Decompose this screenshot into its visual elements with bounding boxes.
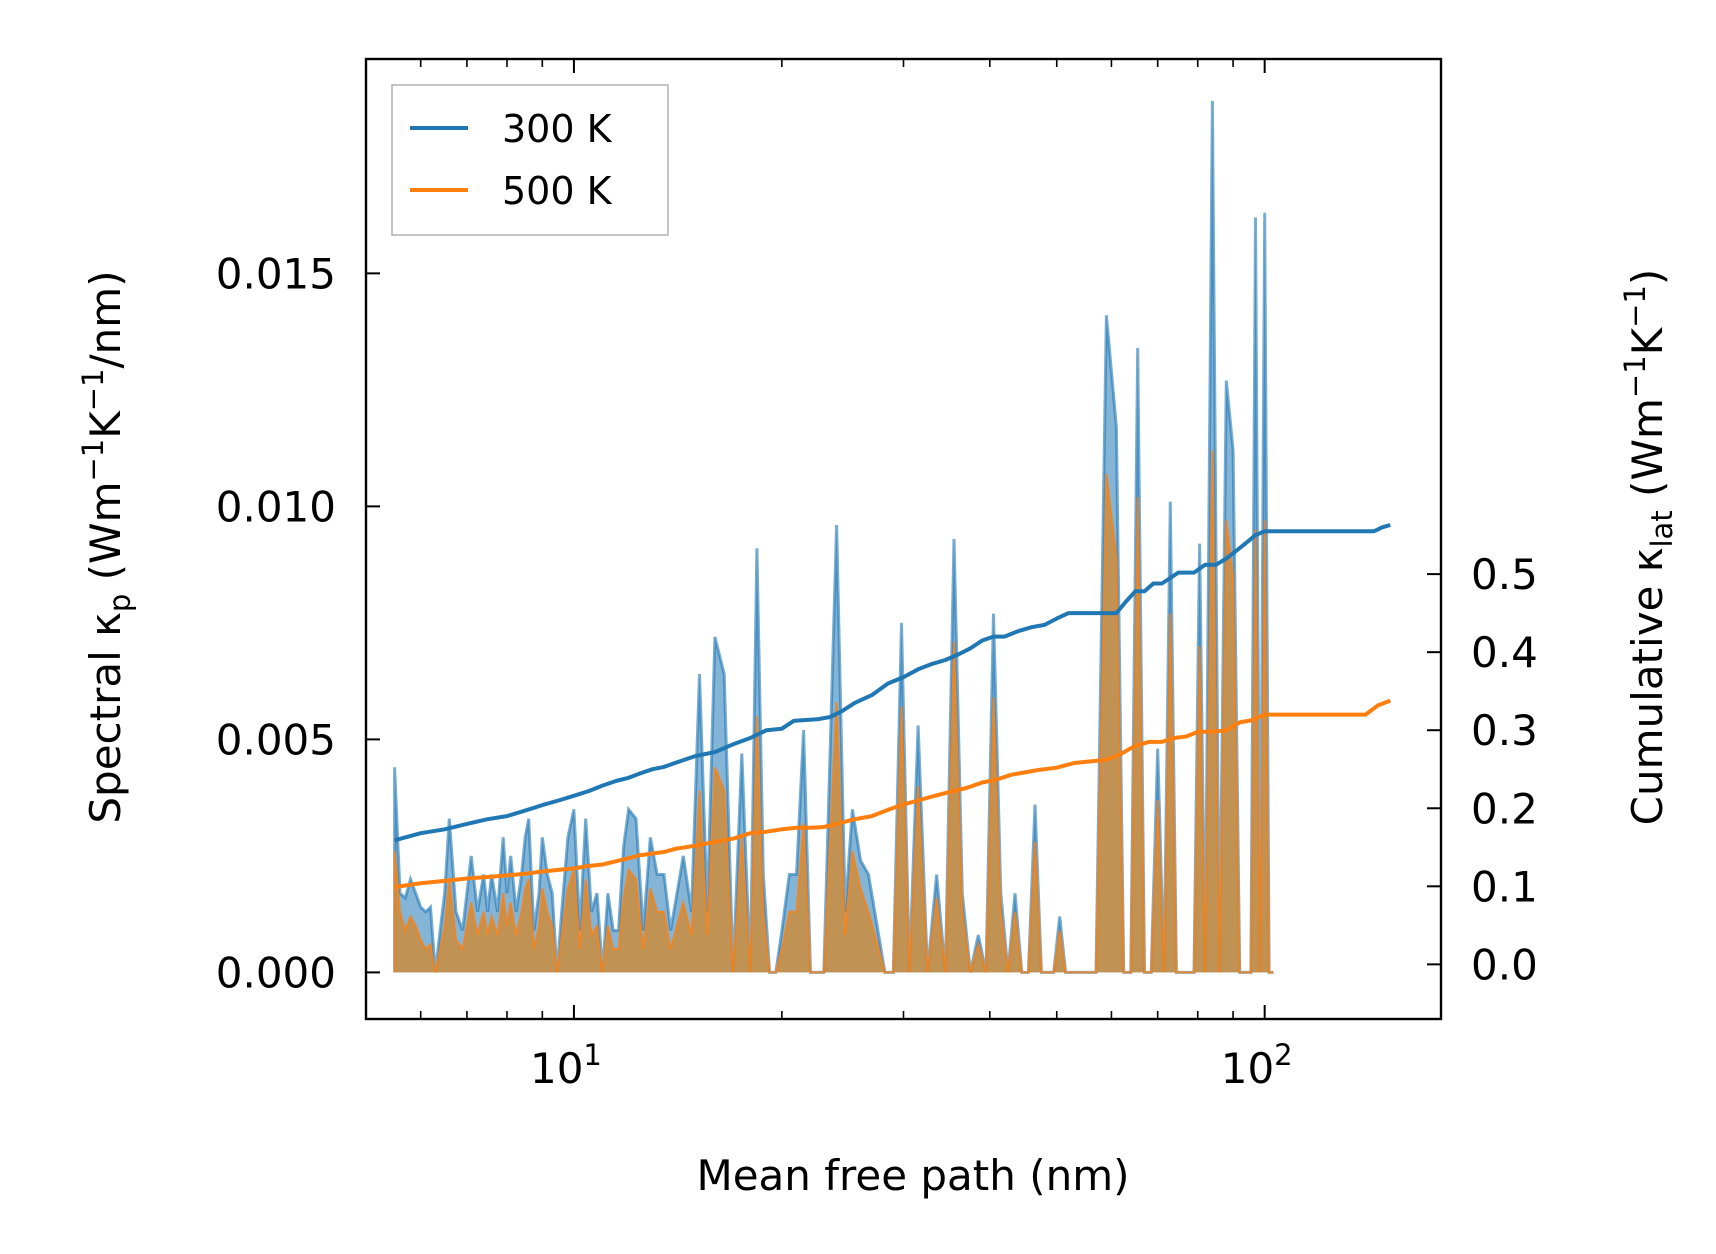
- y-left-sub: p: [103, 594, 137, 612]
- y-right-tick-label-5: 0.5: [1471, 550, 1538, 599]
- ticks-group: 101 102 0.000 0.005 0.010 0.015 0.0 0.1 0.2 0.3 0.…: [216, 59, 1538, 1093]
- y-right-sub: lat: [1645, 510, 1679, 547]
- cumulative-500k-line: [394, 698, 1392, 890]
- y-left-tick-label-0: 0.000: [216, 948, 336, 997]
- spectral-fill-group: [393, 100, 1274, 974]
- y-left-tick-label-2: 0.010: [216, 482, 336, 531]
- y-left-unit-pre: (Wm: [81, 482, 130, 594]
- legend-label-300k: 300 K: [502, 107, 613, 151]
- legend: 300 K 500 K: [391, 84, 669, 236]
- y-left-unit-post: /nm): [81, 270, 130, 368]
- y-right-exp2: −1: [1618, 285, 1652, 328]
- y-left-tick-label-3: 0.015: [216, 249, 336, 298]
- y-right-tick-label-3: 0.3: [1471, 706, 1538, 755]
- cumulative-lines-group: [394, 523, 1392, 890]
- y-axis-label-right: Cumulative κlat (Wm−1K−1): [1618, 269, 1679, 826]
- y-right-tick-label-1: 0.1: [1471, 862, 1538, 911]
- y-right-unit-post: ): [1623, 269, 1672, 285]
- legend-box: [391, 84, 669, 236]
- y-left-exp1: −1: [76, 439, 110, 482]
- y-right-main: Cumulative κ: [1623, 548, 1672, 826]
- y-right-unit-pre: (Wm: [1623, 398, 1672, 510]
- legend-label-500k: 500 K: [502, 169, 613, 213]
- cumulative-300k-line: [394, 523, 1391, 843]
- y-left-tick-label-1: 0.005: [216, 715, 336, 764]
- y-left-main: Spectral κ: [81, 612, 130, 824]
- x-axis-label: Mean free path (nm): [696, 1151, 1129, 1200]
- y-right-tick-label-2: 0.2: [1471, 784, 1538, 833]
- y-axis-label-left: Spectral κp (Wm−1K−1/nm): [76, 270, 137, 823]
- y-left-unit-mid: K: [81, 410, 130, 439]
- y-right-exp1: −1: [1618, 355, 1652, 398]
- x-tick-label-1: 102: [1221, 1038, 1293, 1093]
- spectral-500k-area: [393, 450, 1274, 974]
- y-right-unit-mid: K: [1623, 326, 1672, 355]
- y-right-tick-label-4: 0.4: [1471, 628, 1538, 677]
- x-tick-label-0: 101: [530, 1038, 602, 1093]
- y-left-exp2: −1: [76, 368, 110, 411]
- y-right-tick-label-0: 0.0: [1471, 940, 1538, 989]
